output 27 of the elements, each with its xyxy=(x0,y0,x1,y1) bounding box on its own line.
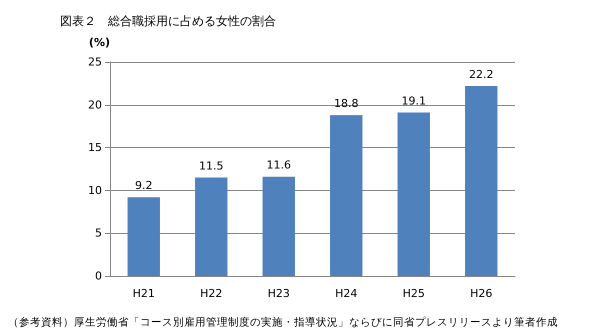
text: （参考資料）厚生労働省「コース別雇用管理制度の実施・指導状況」ならびに同省プレスリリースより筆者作成 xyxy=(8,316,558,328)
bar xyxy=(128,197,160,276)
data-label: 18.8 xyxy=(334,97,358,110)
bar xyxy=(465,86,498,276)
y-tick-label: 25 xyxy=(88,56,102,68)
x-tick-label: H24 xyxy=(335,287,358,300)
x-tick-label: H22 xyxy=(200,287,222,300)
x-tick-label: H23 xyxy=(268,287,290,300)
data-label: 22.2 xyxy=(469,68,494,81)
bar xyxy=(195,178,228,276)
y-axis-title: (%) xyxy=(88,36,110,49)
bar xyxy=(330,115,362,276)
data-label: 11.5 xyxy=(199,160,224,173)
bar xyxy=(398,112,430,276)
y-tick-label: 0 xyxy=(95,270,102,282)
y-tick-label: 10 xyxy=(88,184,102,197)
y-tick-label: 15 xyxy=(88,141,102,154)
data-label: 19.1 xyxy=(402,94,426,108)
x-tick-label: H26 xyxy=(470,287,492,300)
data-label: 11.6 xyxy=(266,158,291,172)
y-tick-label: 20 xyxy=(88,98,102,112)
x-tick-label: H21 xyxy=(132,287,155,300)
data-label: 9.2 xyxy=(135,179,152,192)
y-tick-label: 5 xyxy=(95,226,102,240)
chart-title: 図表２ 総合職採用に占める女性の割合 xyxy=(60,14,276,28)
bar xyxy=(262,176,295,276)
x-tick-label: H25 xyxy=(402,287,425,300)
